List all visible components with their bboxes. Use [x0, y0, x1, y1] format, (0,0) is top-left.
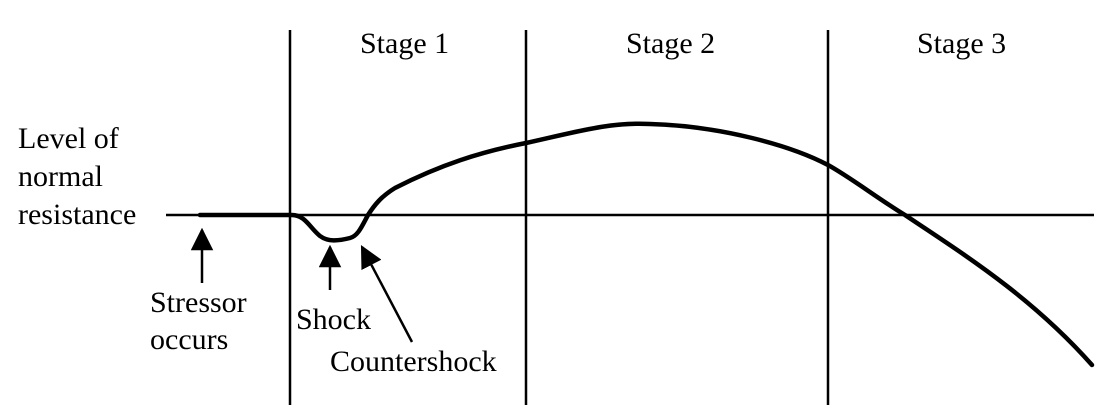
countershock-arrow	[360, 245, 414, 343]
stage-1-label: Stage 1	[360, 27, 450, 60]
stressor-label-line2: occurs	[150, 323, 229, 356]
y-axis-label-line2: normal	[18, 160, 103, 193]
y-axis-label-line3: resistance	[18, 198, 137, 231]
y-axis-label-line1: Level of	[18, 122, 119, 155]
countershock-label: Countershock	[330, 345, 497, 378]
stressor-label-line1: Stressor	[150, 286, 247, 319]
stage-2-label: Stage 2	[626, 27, 716, 60]
resistance-curve	[197, 121, 1095, 368]
stage-3-label: Stage 3	[917, 27, 1007, 60]
shock-label: Shock	[296, 303, 371, 336]
